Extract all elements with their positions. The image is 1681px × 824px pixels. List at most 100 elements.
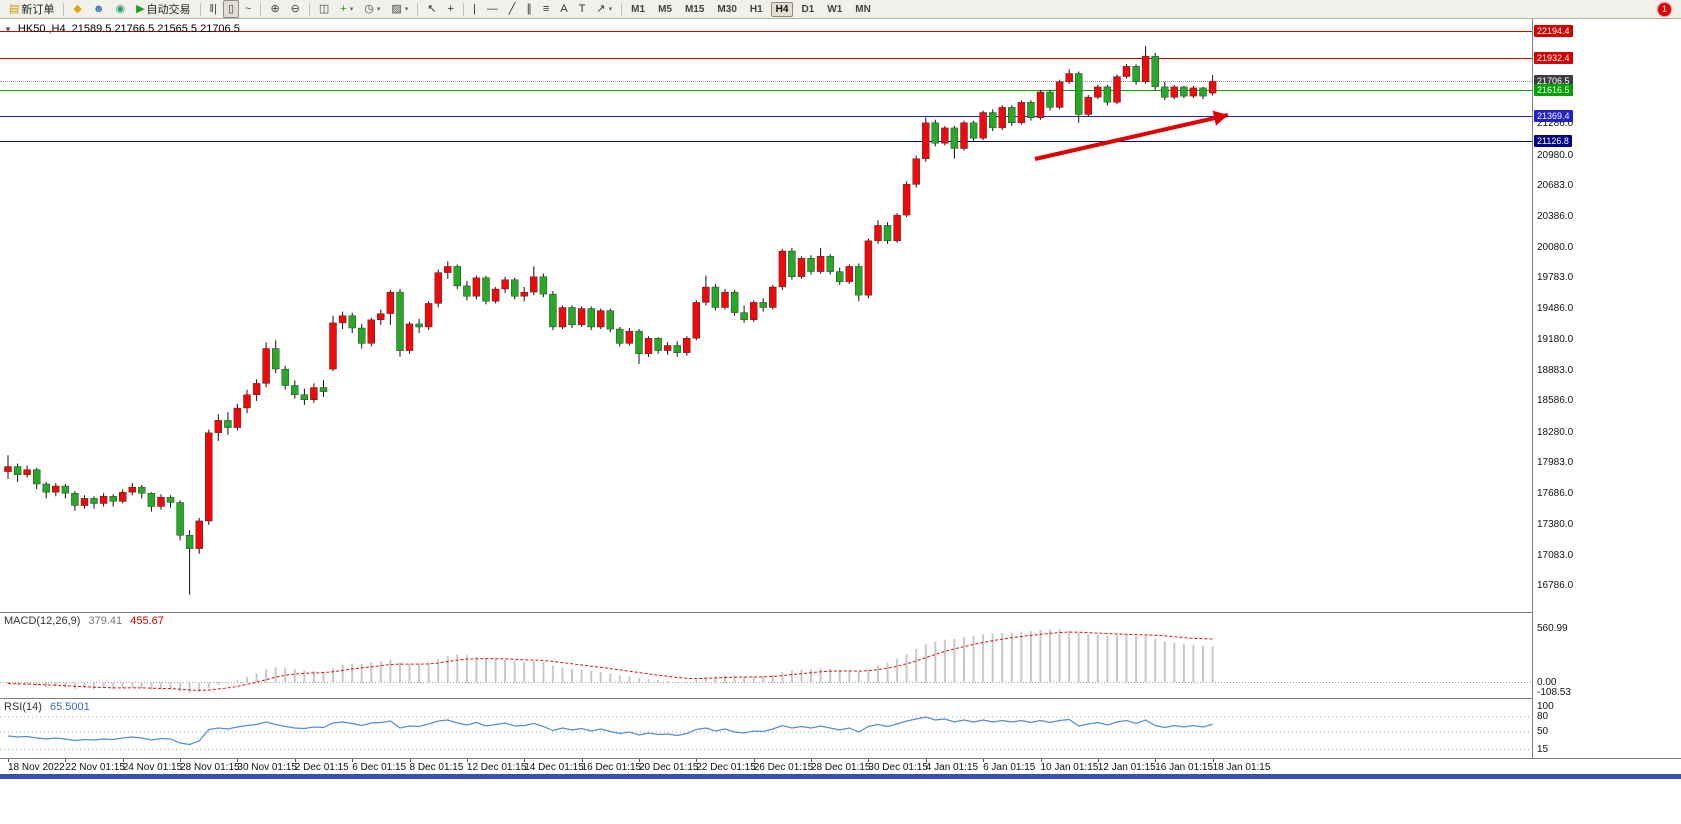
trendline-icon: ╱: [508, 2, 516, 15]
time-label: 4 Jan 01:15: [925, 762, 979, 773]
metaeditor-button[interactable]: ◆: [68, 0, 86, 18]
macd-main-value: 379.41: [88, 615, 123, 627]
terminal-button[interactable]: ☻: [88, 0, 110, 18]
timeframe-m15-button[interactable]: M15: [684, 3, 705, 15]
price-level-badge-21932.4: 21932.4: [1534, 51, 1573, 64]
time-tick: [65, 759, 67, 762]
time-tick: [1097, 759, 1099, 762]
time-tick: [925, 759, 927, 762]
arrows-icon: ↗: [596, 2, 606, 15]
time-tick: [1155, 759, 1157, 762]
one-click-trading-expander[interactable]: ▼: [4, 24, 12, 34]
timeframe-m30-button[interactable]: M30: [717, 3, 737, 15]
community-icon: ◉: [115, 2, 126, 15]
macd-pane[interactable]: MACD(12,26,9) 379.41 455.67: [0, 612, 1533, 698]
toolbar-separator: [417, 2, 419, 16]
crosshair-button[interactable]: +: [443, 0, 459, 18]
macd-header: MACD(12,26,9) 379.41 455.67: [4, 615, 164, 627]
price-tick: 19783.0: [1537, 272, 1574, 284]
timeframe-bar: M1 M5 M15 M30 H1 H4 D1 W1 MN: [625, 1, 877, 17]
time-label: 14 Dec 01:15: [524, 762, 584, 773]
text-label-button[interactable]: T: [574, 0, 591, 18]
zoom-out-button[interactable]: ⊖: [286, 0, 305, 18]
price-level-line-21126.8[interactable]: [0, 140, 1532, 142]
trendline-button[interactable]: ╱: [504, 0, 521, 18]
price-tick: 19486.0: [1537, 302, 1574, 314]
timeframe-d1-button[interactable]: D1: [801, 3, 815, 15]
timeframe-m1-button[interactable]: M1: [631, 3, 646, 15]
time-label: 28 Nov 01:15: [180, 762, 240, 773]
price-pane[interactable]: ▼ HK50.,H4 21589.5 21766.5 21565.5 21706…: [0, 19, 1533, 612]
profiles-button[interactable]: ◷ ▾: [359, 0, 385, 18]
time-label: 22 Nov 01:15: [65, 762, 125, 773]
price-level-line-21616.5[interactable]: [0, 90, 1532, 92]
autotrading-button[interactable]: ▶ 自动交易: [131, 0, 195, 18]
fibonacci-icon: ≡: [542, 2, 550, 15]
time-tick: [122, 759, 124, 762]
autotrading-icon: ▶: [136, 2, 145, 15]
timeframe-h4-button[interactable]: H4: [770, 1, 794, 17]
new-chart-icon: +: [340, 2, 347, 15]
time-label: 18 Jan 01:15: [1212, 762, 1271, 773]
price-level-line-22194.4[interactable]: [0, 31, 1532, 32]
cursor-button[interactable]: ↖: [422, 0, 441, 18]
candlestick-chart-icon: ▯: [227, 2, 234, 15]
zoom-in-button[interactable]: ⊕: [265, 0, 284, 18]
new-chart-button[interactable]: + ▾: [335, 0, 358, 18]
profiles-icon: ◷: [364, 2, 374, 15]
templates-button[interactable]: ▨ ▾: [386, 0, 413, 18]
crosshair-icon: +: [447, 2, 454, 15]
time-label: 28 Dec 01:15: [811, 762, 871, 773]
toolbar-separator: [621, 2, 623, 16]
price-level-line-21932.4[interactable]: [0, 57, 1532, 59]
candlestick-chart-button[interactable]: ▯: [222, 0, 239, 18]
channel-button[interactable]: ∥: [521, 0, 537, 18]
rsi-pane[interactable]: RSI(14) 65.5001: [0, 698, 1533, 758]
macd-layer: [0, 629, 1532, 693]
terminal-icon: ☻: [92, 2, 105, 15]
zoom-out-icon: ⊖: [290, 2, 300, 15]
bar-chart-icon: ‖|: [209, 2, 217, 15]
time-label: 6 Jan 01:15: [983, 762, 1036, 773]
price-tick: 17083.0: [1537, 549, 1574, 561]
time-label: 22 Dec 01:15: [696, 762, 756, 773]
time-tick: [294, 759, 296, 762]
timeframe-m5-button[interactable]: M5: [658, 3, 672, 15]
time-tick: [409, 759, 411, 762]
price-tick: 17686.0: [1537, 487, 1574, 499]
time-label: 16 Dec 01:15: [581, 762, 642, 773]
community-button[interactable]: ◉: [110, 0, 130, 18]
time-tick: [639, 759, 640, 762]
horizontal-line-button[interactable]: —: [482, 0, 503, 18]
time-tick: [524, 759, 526, 762]
horizontal-line-icon: —: [486, 2, 498, 15]
text-button[interactable]: A: [555, 0, 572, 18]
arrows-button[interactable]: ↗ ▾: [591, 0, 617, 18]
macd-scale-tick: -108.53: [1537, 686, 1571, 698]
time-tick: [753, 759, 755, 762]
time-label: 12 Jan 01:15: [1097, 762, 1156, 773]
bottom-scrollbar[interactable]: [0, 774, 1681, 779]
tile-windows-button[interactable]: ◫: [314, 0, 334, 18]
price-tick: 20980.0: [1537, 149, 1574, 161]
timeframe-mn-button[interactable]: MN: [855, 3, 871, 15]
bar-chart-button[interactable]: ‖|: [205, 0, 222, 18]
time-label: 6 Dec 01:15: [352, 762, 407, 773]
new-order-button[interactable]: ▤ 新订单: [4, 0, 59, 18]
line-chart-icon: ~: [245, 2, 252, 15]
fibonacci-button[interactable]: ≡: [538, 0, 554, 18]
time-label: 30 Dec 01:15: [868, 762, 928, 773]
price-scale[interactable]: 22194.4 21932.4 21706.5 21616.5 21369.4 21126…: [1533, 19, 1681, 758]
timeframe-h1-button[interactable]: H1: [749, 3, 763, 15]
time-axis[interactable]: 18 Nov 2022 22 Nov 01:15 24 Nov 01:15 28 No…: [0, 758, 1681, 774]
toolbar-separator: [199, 2, 201, 16]
line-chart-button[interactable]: ~: [240, 0, 256, 18]
price-level-badge-21126.8: 21126.8: [1534, 134, 1572, 147]
price-tick: 21286.0: [1537, 118, 1574, 130]
price-tick: 17983.0: [1537, 457, 1574, 469]
price-level-line-21706.5[interactable]: [0, 81, 1532, 83]
timeframe-w1-button[interactable]: W1: [827, 3, 843, 15]
notification-badge[interactable]: 1: [1658, 2, 1671, 16]
vertical-line-button[interactable]: |: [468, 0, 481, 18]
price-level-line-21369.4[interactable]: [0, 115, 1532, 117]
